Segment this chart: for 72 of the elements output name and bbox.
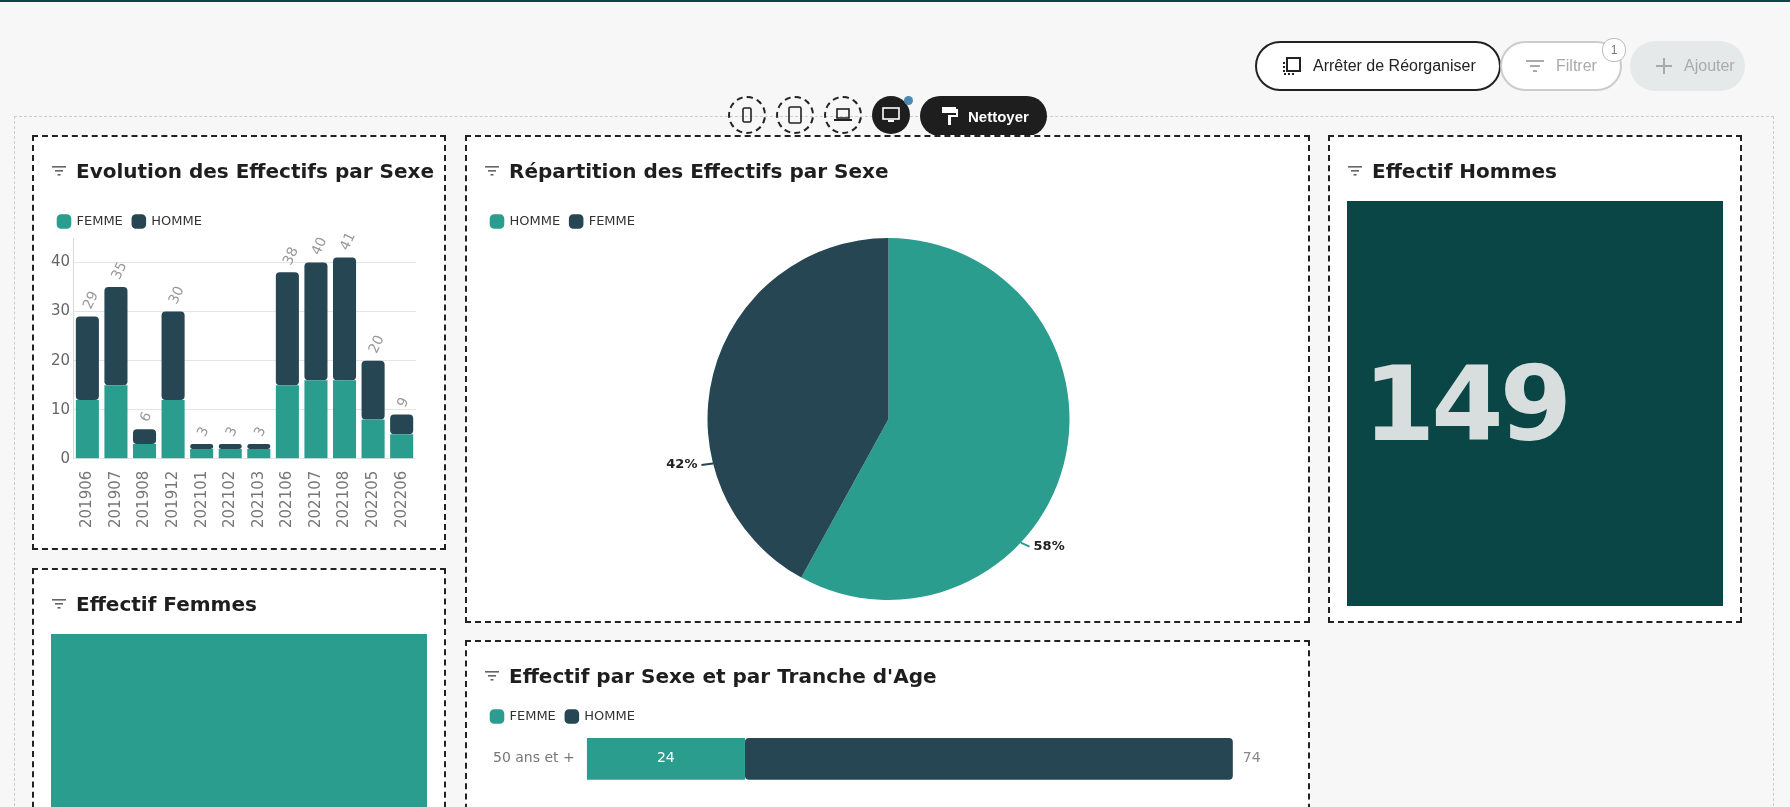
text: Filtrer <box>1556 57 1597 74</box>
total-label: 20 <box>364 332 387 356</box>
bar <box>247 448 271 459</box>
x-tick-label: 201906 <box>77 470 96 528</box>
bar <box>304 380 328 459</box>
y-tick-label: 20 <box>50 350 71 369</box>
total-label: 3 <box>193 423 212 439</box>
x-tick-label: 202206 <box>391 470 410 528</box>
bar <box>132 429 157 445</box>
bar <box>190 448 214 459</box>
legend-label: HOMME <box>584 707 635 723</box>
x-tick-label: 202102 <box>220 470 239 528</box>
bar <box>161 311 185 400</box>
x-tick-label: 202101 <box>191 470 210 528</box>
bar <box>275 272 299 386</box>
text: Effectif Femmes <box>76 592 257 616</box>
total-label: 40 <box>307 234 330 258</box>
text: Arrêter de Réorganiser <box>1255 41 1501 91</box>
legend-label: HOMME <box>151 212 202 228</box>
bar <box>218 448 242 459</box>
total-label: 9 <box>393 394 412 410</box>
bar <box>75 316 99 400</box>
y-tick-label: 40 <box>50 252 71 271</box>
total-label: 29 <box>78 288 101 312</box>
bar <box>332 380 357 459</box>
x-tick-label: 201912 <box>162 470 181 528</box>
x-tick-label: 202205 <box>362 470 381 528</box>
y-tick-label: 30 <box>50 301 71 320</box>
data-label: 58% <box>1033 538 1065 554</box>
x-tick-label: 202108 <box>334 470 353 528</box>
bar <box>332 257 357 381</box>
x-tick-label: 201907 <box>105 470 124 528</box>
data-label: 24 <box>656 749 675 766</box>
data-label: 74 <box>1242 749 1261 766</box>
bar <box>390 434 414 459</box>
total-label: 41 <box>336 229 359 253</box>
chart-title: Evolution des Effectifs par Sexe <box>76 159 434 183</box>
text: Nettoyer <box>920 96 1047 136</box>
bar <box>304 262 328 381</box>
legend-label: HOMME <box>509 212 561 228</box>
y-tick-label: 50 ans et + <box>492 749 575 766</box>
total-label: 6 <box>136 409 155 425</box>
bar <box>390 414 414 435</box>
bar <box>361 360 385 420</box>
legend-label: FEMME <box>588 212 635 228</box>
total-label: 38 <box>278 244 301 268</box>
bar <box>132 444 157 459</box>
legend-label: FEMME <box>76 212 123 228</box>
x-tick-label: 202103 <box>248 470 267 528</box>
legend-label: FEMME <box>509 707 556 723</box>
bar <box>161 399 185 459</box>
y-tick-label: 10 <box>50 399 71 418</box>
chart-title: Répartition des Effectifs par Sexe <box>509 159 889 183</box>
y-tick-label: 0 <box>60 448 71 467</box>
data-label: 42% <box>666 456 698 472</box>
total-label: 3 <box>221 423 241 439</box>
bar <box>275 385 299 459</box>
text: 1 <box>1602 38 1626 62</box>
text: Ajouter <box>1630 41 1745 91</box>
text: Effectif Hommes <box>1372 159 1557 183</box>
total-label: 3 <box>250 423 269 439</box>
bar <box>361 419 385 459</box>
x-tick-label: 202106 <box>277 470 296 528</box>
tile: 149 <box>1347 201 1723 606</box>
bar <box>104 287 128 386</box>
total-label: 30 <box>164 283 187 307</box>
total-label: 35 <box>107 258 130 282</box>
bar <box>75 399 99 459</box>
x-tick-label: 201908 <box>134 470 153 528</box>
chart-title: Effectif par Sexe et par Tranche d'Age <box>509 664 937 688</box>
x-tick-label: 202107 <box>305 470 324 528</box>
bar <box>104 385 128 459</box>
